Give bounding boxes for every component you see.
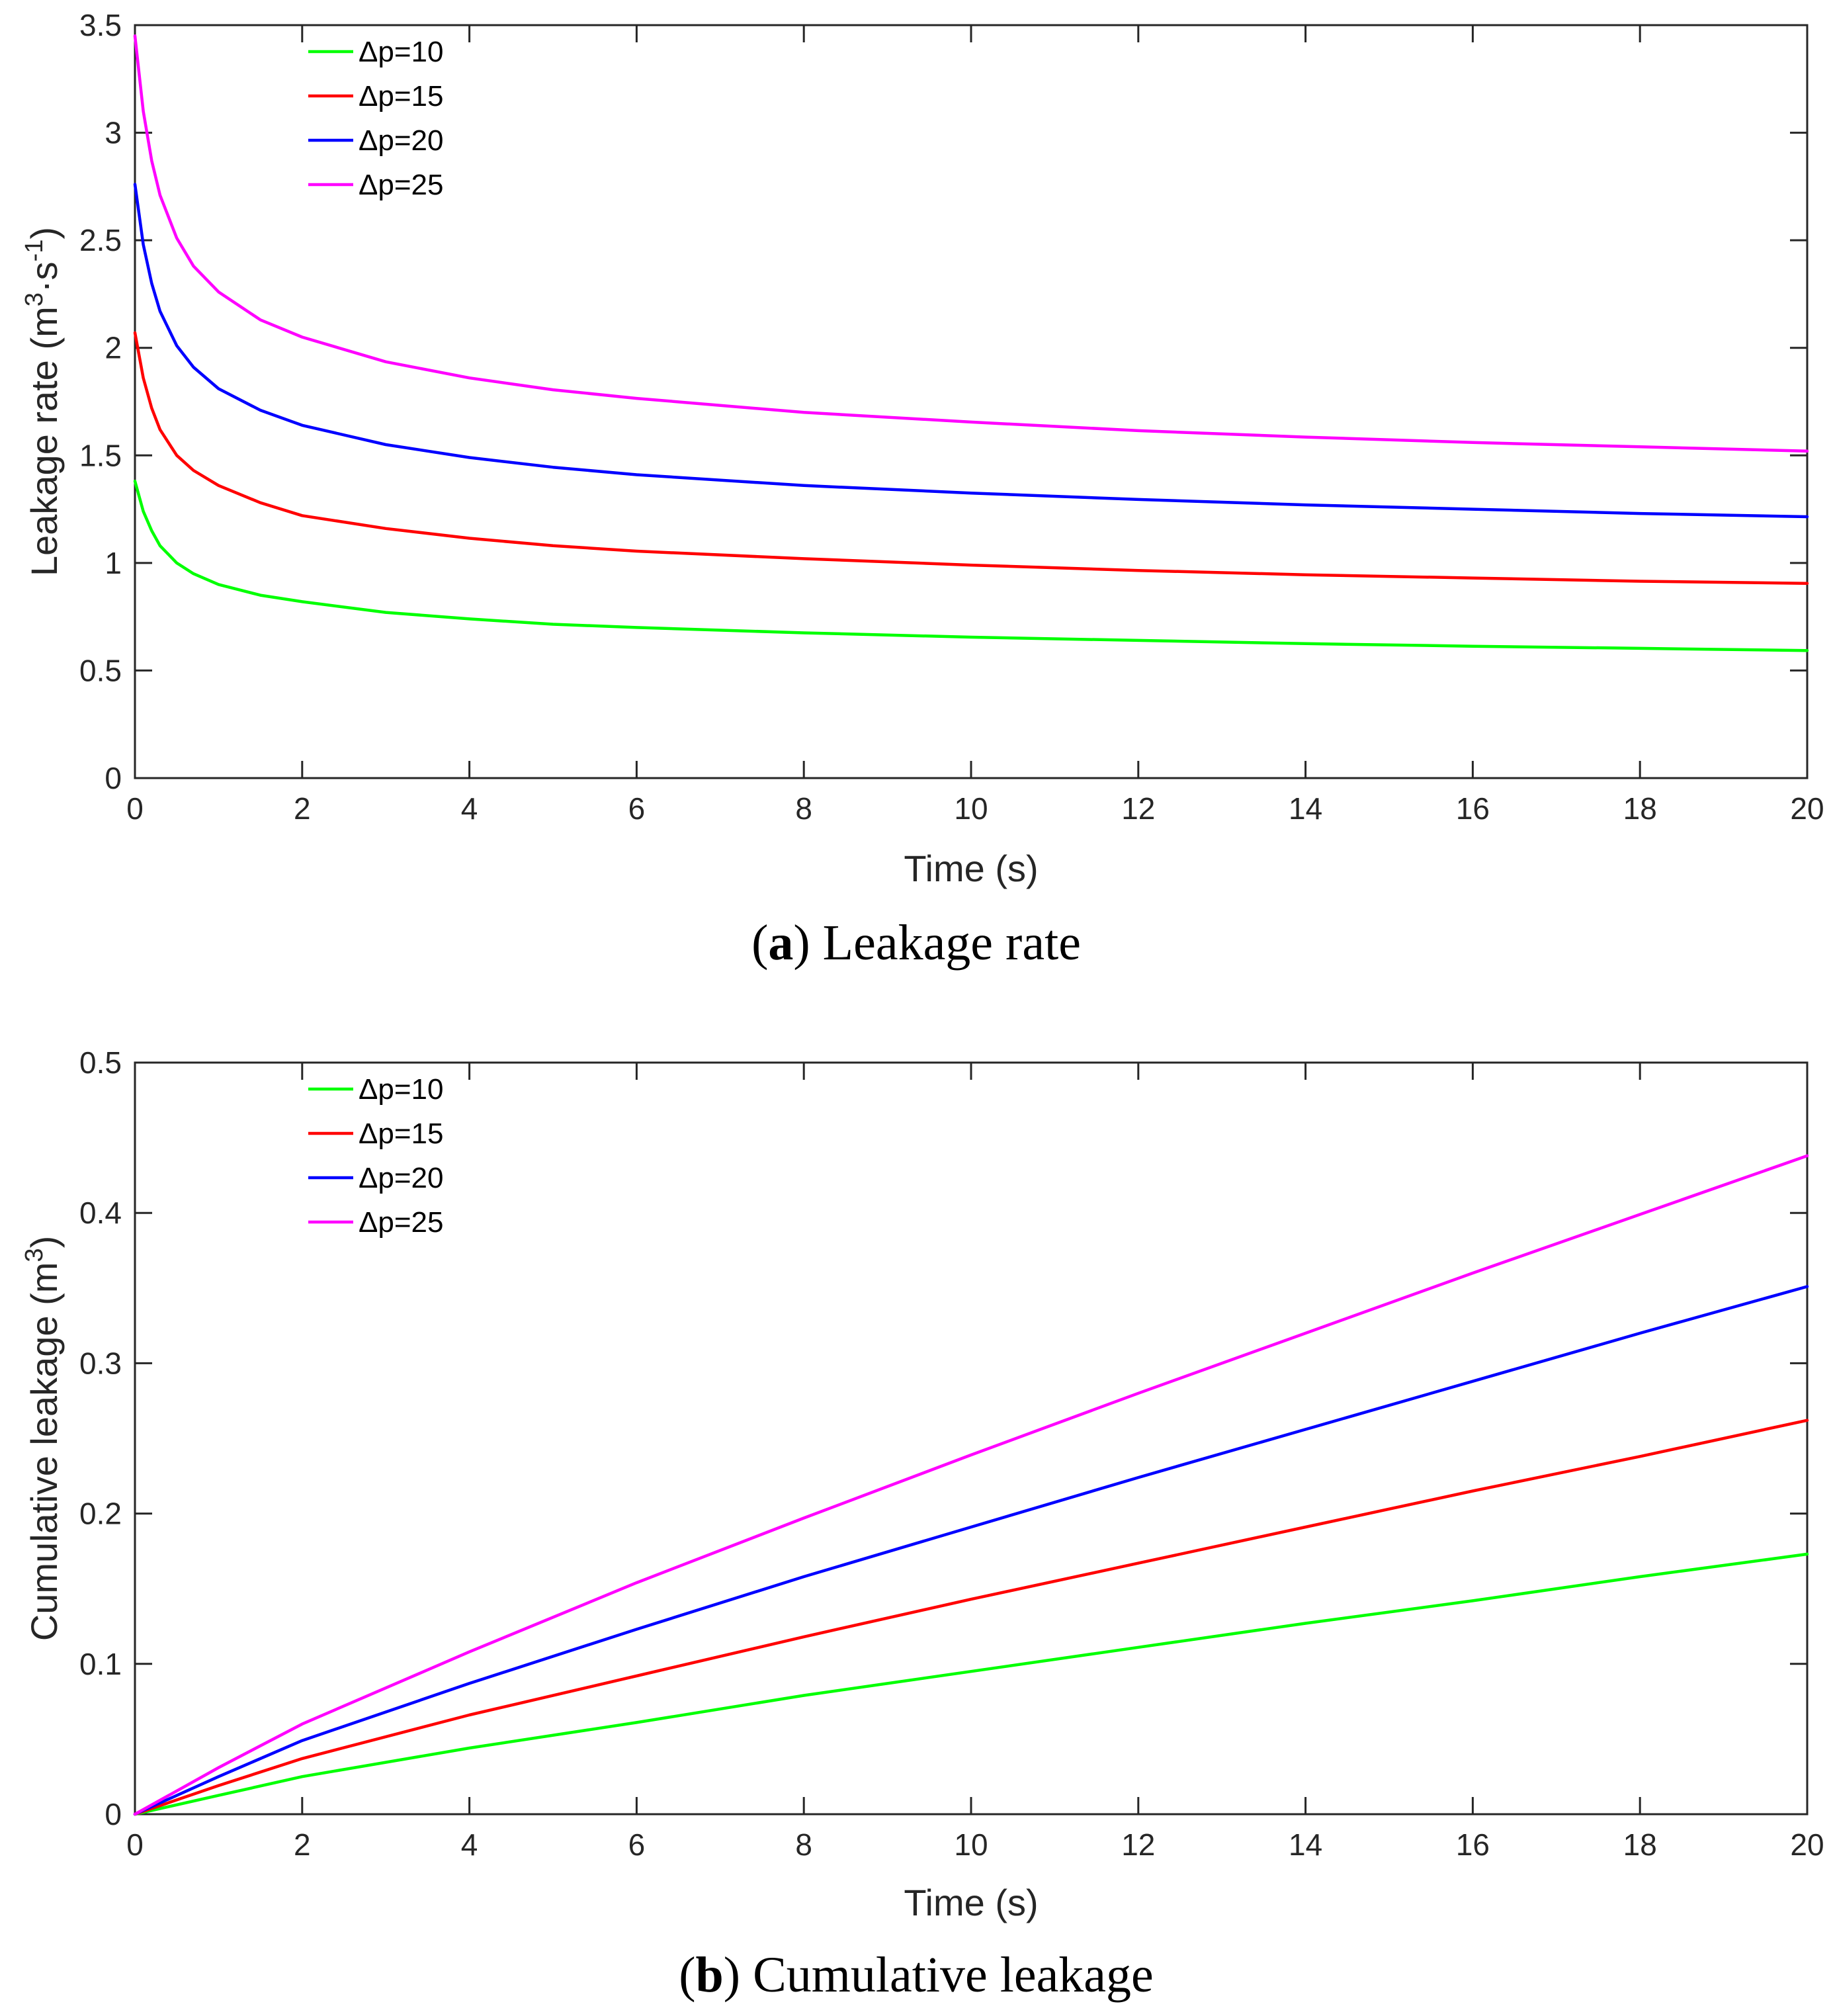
panel-a-series	[133, 34, 1809, 652]
panel-a-x-axis-label: Time (s)	[904, 848, 1038, 889]
panel-b-y-axis-label: Cumulative leakage (m3)	[21, 1236, 65, 1641]
panel-a-x-tick-label: 10	[954, 791, 988, 826]
panel-b-x-tick-label: 10	[954, 1827, 988, 1862]
panel-b-x-axis-label: Time (s)	[904, 1882, 1038, 1923]
panel-a-y-tick-label: 2	[105, 331, 122, 365]
panel-a-series-line-4	[133, 34, 1809, 453]
panel-a-x-tick-label: 4	[461, 791, 478, 826]
panel-b-y-tick-label: 0.3	[79, 1346, 122, 1380]
panel-a-y-tick-label: 3.5	[79, 8, 122, 42]
panel-a-x-tick-label: 2	[294, 791, 311, 826]
panel-a-legend-label-3: Δp=20	[359, 124, 444, 157]
panel-b-y-tick-label: 0	[105, 1797, 122, 1831]
panel-a-series-line-1	[133, 480, 1809, 652]
panel-a-x-tick-label: 0	[126, 791, 144, 826]
panel-a-x-tick-label: 6	[628, 791, 646, 826]
panel-b-series-line-2	[133, 1419, 1809, 1816]
panel-b-x-tick-label: 2	[294, 1827, 311, 1862]
panel-a-caption: (a) Leakage rate	[751, 915, 1081, 971]
panel-a-y-tick-label: 0.5	[79, 653, 122, 687]
panel-b-x-tick-label: 12	[1121, 1827, 1155, 1862]
panel-a-legend-label-1: Δp=10	[359, 36, 444, 68]
panel-b-ticks: 0 2 4 6 8 10 12 14 16 18 20 0 0.1 0.2 0.3 0.4 0.5	[79, 1045, 1824, 1862]
panel-b-y-tick-label: 0.1	[79, 1647, 122, 1681]
panel-b-series	[133, 1154, 1809, 1816]
panel-a-series-line-3	[133, 183, 1809, 519]
panel-b-legend-label-3: Δp=20	[359, 1162, 444, 1194]
panel-a-y-tick-label: 1.5	[79, 438, 122, 472]
panel-a-y-tick-label: 2.5	[79, 223, 122, 257]
panel-b-legend-label-2: Δp=15	[359, 1118, 444, 1150]
panel-b-y-tick-label: 0.4	[79, 1196, 122, 1230]
panel-b-legend: Δp=10 Δp=15 Δp=20 Δp=25	[308, 1073, 444, 1239]
panel-a-x-tick-label: 20	[1790, 791, 1824, 826]
panel-a-y-tick-label: 3	[105, 116, 122, 150]
panel-a-x-tick-label: 16	[1456, 791, 1490, 826]
panel-a-legend-label-4: Δp=25	[359, 169, 444, 201]
panel-b-y-tick-label: 0.2	[79, 1497, 122, 1531]
panel-a-y-axis-label: Leakage rate (m3·s-1)	[21, 227, 65, 576]
panel-b-series-line-3	[133, 1285, 1809, 1816]
panel-b-series-line-4	[133, 1154, 1809, 1816]
panel-b-x-tick-label: 16	[1456, 1827, 1490, 1862]
panel-b-x-tick-label: 18	[1623, 1827, 1657, 1862]
panel-b-series-line-1	[133, 1552, 1809, 1816]
panel-b-x-tick-label: 8	[795, 1827, 812, 1862]
panel-a-y-tick-label: 1	[105, 546, 122, 580]
panel-b-legend-label-1: Δp=10	[359, 1073, 444, 1106]
panel-b-y-tick-label: 0.5	[79, 1045, 122, 1080]
panel-a-ticks: 0 2 4 6 8 10 12 14 16 18 20 0 0.5 1 1.5 2 2.5 3 3.5	[79, 8, 1824, 826]
panel-a-x-tick-label: 18	[1623, 791, 1657, 826]
panel-a-x-tick-label: 12	[1121, 791, 1155, 826]
panel-b-caption: (b) Cumulative leakage	[679, 1947, 1154, 2003]
panel-a-legend-label-2: Δp=15	[359, 80, 444, 112]
panel-b-x-tick-label: 20	[1790, 1827, 1824, 1862]
panel-a-x-tick-label: 8	[795, 791, 812, 826]
panel-b-x-tick-label: 4	[461, 1827, 478, 1862]
panel-a-x-tick-label: 14	[1289, 791, 1322, 826]
panel-a-y-tick-label: 0	[105, 761, 122, 795]
panel-a-legend: Δp=10 Δp=15 Δp=20 Δp=25	[308, 36, 444, 201]
panel-b-x-tick-label: 0	[126, 1827, 144, 1862]
panel-b-x-tick-label: 6	[628, 1827, 646, 1862]
panel-b-x-tick-label: 14	[1289, 1827, 1322, 1862]
panel-a-series-line-2	[133, 331, 1809, 585]
panel-b-legend-label-4: Δp=25	[359, 1206, 444, 1239]
